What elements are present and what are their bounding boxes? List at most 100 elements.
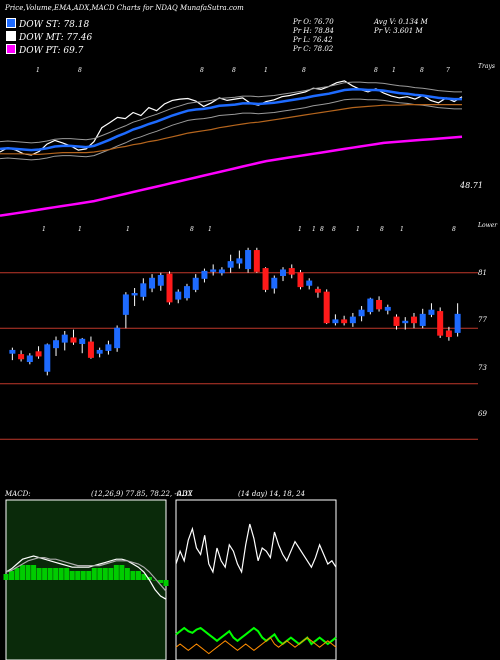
macd-histogram-bar [119,565,125,580]
macd-histogram-bar [25,565,31,580]
macd-line-signal [5,557,167,592]
candle-body [61,334,68,343]
macd-histogram-bar [58,568,64,580]
ema-line-ema_long [0,135,463,217]
legend-label-st: DOW ST: 78.18 [19,20,90,30]
candle-body [227,261,234,268]
legend-dow-pt: DOW PT: 69.7 [6,44,83,56]
price-corner-label: Lower [478,222,498,229]
stat-pr-volume: Pr V: 3.601 M [374,27,423,35]
candle-body [410,316,417,324]
macd-histogram-bar [53,568,59,580]
candle-body [218,269,225,274]
price-axis-label-69: 69 [478,410,487,418]
candle-body [323,291,330,324]
price-date-label: 1 [42,226,46,233]
adx-label: ADX [177,490,193,498]
candle-body [79,338,86,344]
macd-histogram-bar [31,565,37,580]
ema-line-ema_short [0,88,462,152]
candle-body [131,293,138,296]
adx-line-plus_di [175,626,337,646]
macd-histogram-bar [20,565,26,580]
macd-histogram-bar [124,568,130,580]
macd-histogram-bar [152,580,158,581]
candle-body [402,320,409,324]
macd-histogram-bar [75,571,81,580]
candle-body [70,337,77,343]
ema-line-ema_mid [0,104,462,155]
macd-histogram-bar [47,568,53,580]
candle-body [428,309,435,315]
macd-histogram-bar [80,571,86,580]
price-date-label: 1 [312,226,316,233]
candle-body [288,268,295,275]
top-date-label: 8 [302,67,306,74]
candle-body [306,280,313,286]
price-date-label: 8 [332,226,336,233]
candle-body [280,269,287,277]
stat-open: Pr O: 76.70 [293,18,334,26]
stat-low: Pr L: 76.42 [293,36,333,44]
macd-histogram-bar [36,568,42,580]
legend-swatch-st [6,18,16,28]
ema-band-lower [0,98,462,161]
legend-label-mt: DOW MT: 77.46 [19,33,93,43]
macd-histogram-bar [42,568,48,580]
candle-body [35,351,42,357]
stat-close: Pr C: 78.02 [293,45,334,53]
candle-body [297,272,304,288]
candle-body [201,270,208,279]
macd-histogram-bar [130,571,136,580]
candle-body [437,311,444,336]
price-axis-label-81: 81 [478,269,487,277]
legend-swatch-mt [6,31,16,41]
candle-body [454,313,461,333]
price-date-label: 1 [356,226,360,233]
macd-histogram-bar [113,565,119,580]
candle-body [262,268,269,290]
candle-body [166,273,173,303]
macd-params: (12,26,9) 77.85, 78.22, -0.37 [91,490,193,498]
candle-body [122,294,129,315]
price-date-label: 8 [320,226,324,233]
candle-body [53,340,60,349]
macd-histogram-bar [146,577,152,580]
candle-body [18,354,25,360]
price-date-label: 1 [208,226,212,233]
candle-body [96,349,103,354]
legend-swatch-pt [6,44,16,54]
top-date-label: 7 [446,67,450,74]
macd-histogram-bar [102,568,108,580]
candle-body [157,275,164,286]
macd-histogram-bar [14,568,20,580]
candle-body [341,319,348,324]
top-date-label: 1 [392,67,396,74]
candle-body [314,288,321,293]
macd-histogram-bar [141,574,147,580]
candle-body [192,277,199,290]
macd-histogram-bar [157,580,163,583]
macd-histogram-bar [97,568,103,580]
top-date-label: 1 [36,67,40,74]
macd-histogram-bar [64,568,70,580]
macd-panel [5,499,167,660]
price-date-label: 1 [298,226,302,233]
legend-dow-st: DOW ST: 78.18 [6,18,89,30]
top-date-label: 8 [232,67,236,74]
macd-histogram-bar [9,571,15,580]
candle-body [236,258,243,264]
price-date-label: 8 [190,226,194,233]
price-date-label: 8 [380,226,384,233]
ema-value-label: 48.71 [460,181,483,190]
price-date-label: 1 [78,226,82,233]
candle-body [349,316,356,324]
candle-body [140,283,147,297]
top-date-label: 8 [420,67,424,74]
candle-body [245,250,252,270]
candle-body [87,341,94,358]
candle-body [149,277,156,289]
top-corner-label: Trays [478,63,495,70]
top-date-label: 8 [374,67,378,74]
macd-histogram-bar [163,580,169,586]
